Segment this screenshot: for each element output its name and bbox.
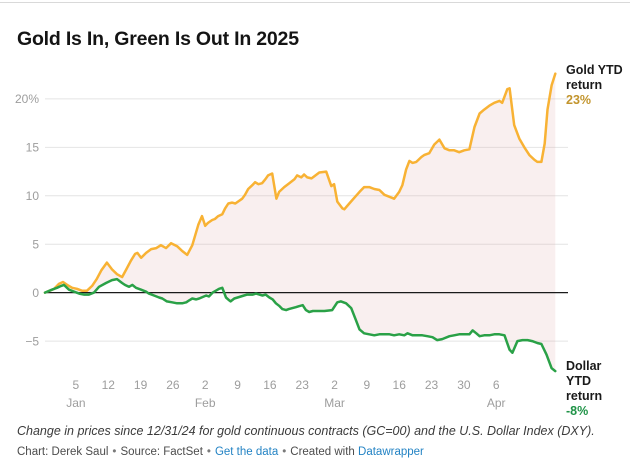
gold-line	[43, 72, 557, 294]
top-divider	[0, 2, 630, 3]
month-label: Feb	[195, 396, 216, 410]
byline-separator: •	[206, 446, 211, 458]
x-tick-label: 2	[202, 378, 209, 392]
page-title: Gold Is In, Green Is Out In 2025	[17, 28, 299, 50]
y-tick-label: 20%	[15, 92, 39, 106]
x-tick-label: 23	[425, 378, 439, 392]
dollar-series-value: -8%	[566, 404, 589, 418]
y-tick-label: 5	[32, 237, 39, 251]
x-tick-label: 12	[102, 378, 116, 392]
x-tick-label: 9	[234, 378, 241, 392]
byline-separator: •	[282, 446, 287, 458]
dollar-series-label: Dollar YTD return -8%	[566, 359, 626, 419]
month-label: Mar	[324, 396, 345, 410]
x-tick-label: 30	[457, 378, 471, 392]
byline: Chart: Derek Saul • Source: FactSet • Get th…	[17, 446, 617, 458]
x-tick-label: 9	[364, 378, 371, 392]
chart-credit: Chart: Derek Saul	[17, 446, 109, 458]
x-tick-label: 16	[263, 378, 277, 392]
x-tick-label: 16	[393, 378, 407, 392]
y-tick-label: 0	[32, 286, 39, 300]
x-tick-label: 2	[331, 378, 338, 392]
gold-series-label: Gold YTD return 23%	[566, 63, 626, 108]
month-label: Apr	[487, 396, 506, 410]
dollar-series-name: Dollar YTD return	[566, 359, 603, 403]
source-credit: Source: FactSet	[120, 446, 203, 458]
x-tick-label: 5	[73, 378, 80, 392]
x-tick-label: 19	[134, 378, 148, 392]
byline-separator: •	[112, 446, 117, 458]
created-with-text: Created with	[290, 446, 355, 458]
gold-series-value: 23%	[566, 93, 592, 107]
y-tick-label: 10	[26, 189, 40, 203]
area-fill	[45, 73, 556, 372]
dollar-line	[43, 277, 557, 373]
x-tick-label: 26	[166, 378, 180, 392]
gold-series-name: Gold YTD return	[566, 63, 623, 92]
datawrapper-link[interactable]: Datawrapper	[358, 446, 424, 458]
y-tick-label: 15	[26, 141, 40, 155]
x-tick-label: 6	[493, 378, 500, 392]
get-the-data-link[interactable]: Get the data	[214, 446, 279, 458]
y-tick-label: −5	[25, 334, 39, 348]
month-label: Jan	[66, 396, 85, 410]
chart-notes: Change in prices since 12/31/24 for gold…	[17, 424, 595, 438]
x-tick-label: 23	[296, 378, 310, 392]
